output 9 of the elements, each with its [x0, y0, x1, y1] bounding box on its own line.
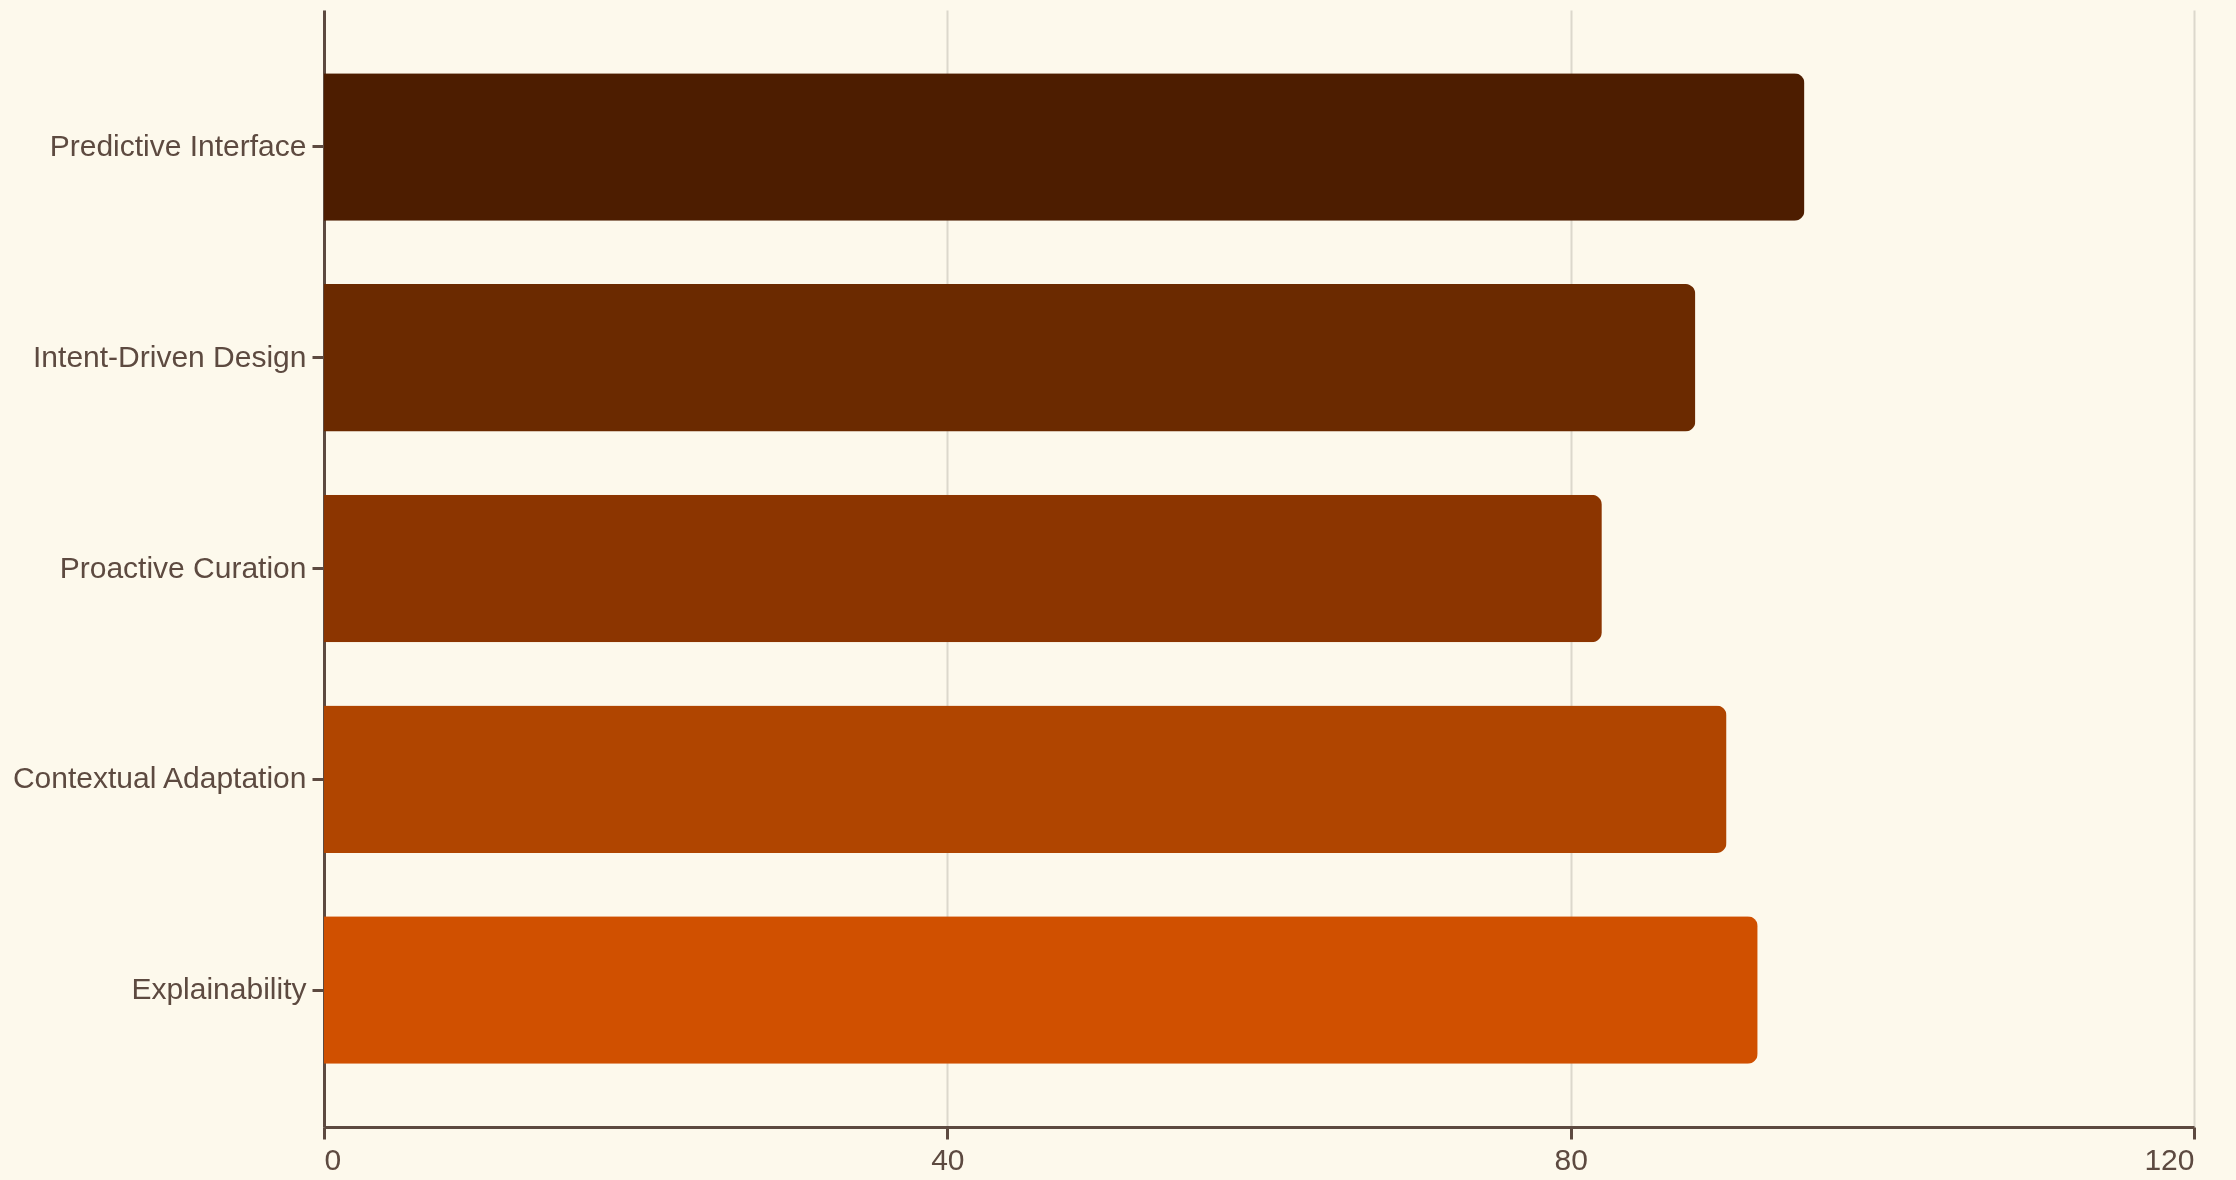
y-tick-label: Explainability — [131, 972, 307, 1006]
x-tick-label: 0 — [324, 1142, 342, 1176]
y-tick-label: Contextual Adaptation — [12, 761, 307, 795]
y-tick-label: Intent-Driven Design — [33, 339, 307, 373]
x-tick-label: 80 — [1554, 1142, 1588, 1176]
y-tick-label: Proactive Curation — [59, 550, 307, 584]
x-tick-label: 120 — [2144, 1142, 2195, 1176]
x-tick-label: 40 — [931, 1142, 965, 1176]
y-tick-label: Predictive Interface — [49, 128, 307, 162]
